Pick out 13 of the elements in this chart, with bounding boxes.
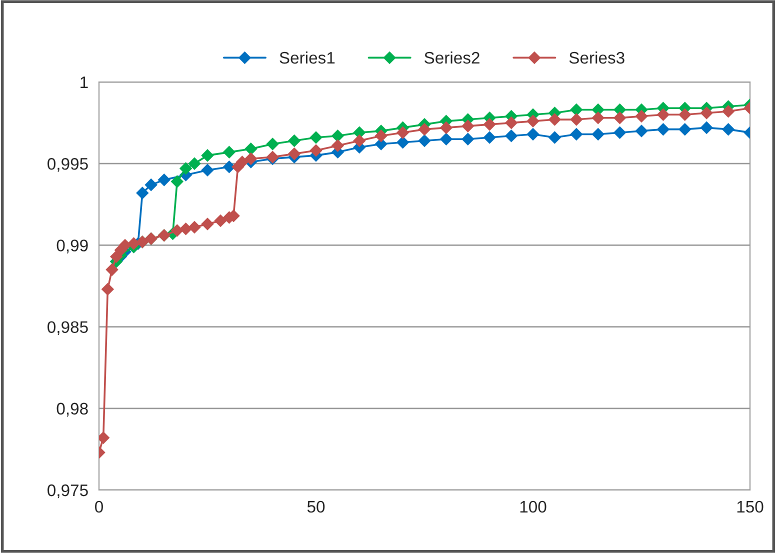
x-tick-label: 150	[737, 500, 764, 513]
x-tick-label: 50	[307, 500, 325, 513]
x-tick-label: 0	[95, 500, 103, 513]
y-tick-label: 0,985	[48, 321, 88, 335]
y-tick-label: 0,975	[48, 484, 88, 498]
legend-label: Series3	[569, 51, 624, 64]
legend-label: Series1	[280, 51, 335, 64]
legend-label: Series2	[424, 51, 480, 64]
y-tick-label: 1	[80, 76, 88, 88]
y-tick-label: 0,995	[48, 158, 88, 172]
x-tick-label: 100	[520, 500, 546, 513]
y-tick-label: 0,99	[56, 240, 88, 254]
y-tick-label: 0,98	[56, 402, 88, 417]
